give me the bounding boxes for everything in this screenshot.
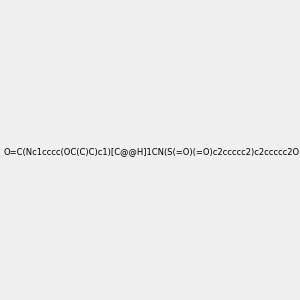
Text: O=C(Nc1cccc(OC(C)C)c1)[C@@H]1CN(S(=O)(=O)c2ccccc2)c2ccccc2O1: O=C(Nc1cccc(OC(C)C)c1)[C@@H]1CN(S(=O)(=O… [3,147,300,156]
